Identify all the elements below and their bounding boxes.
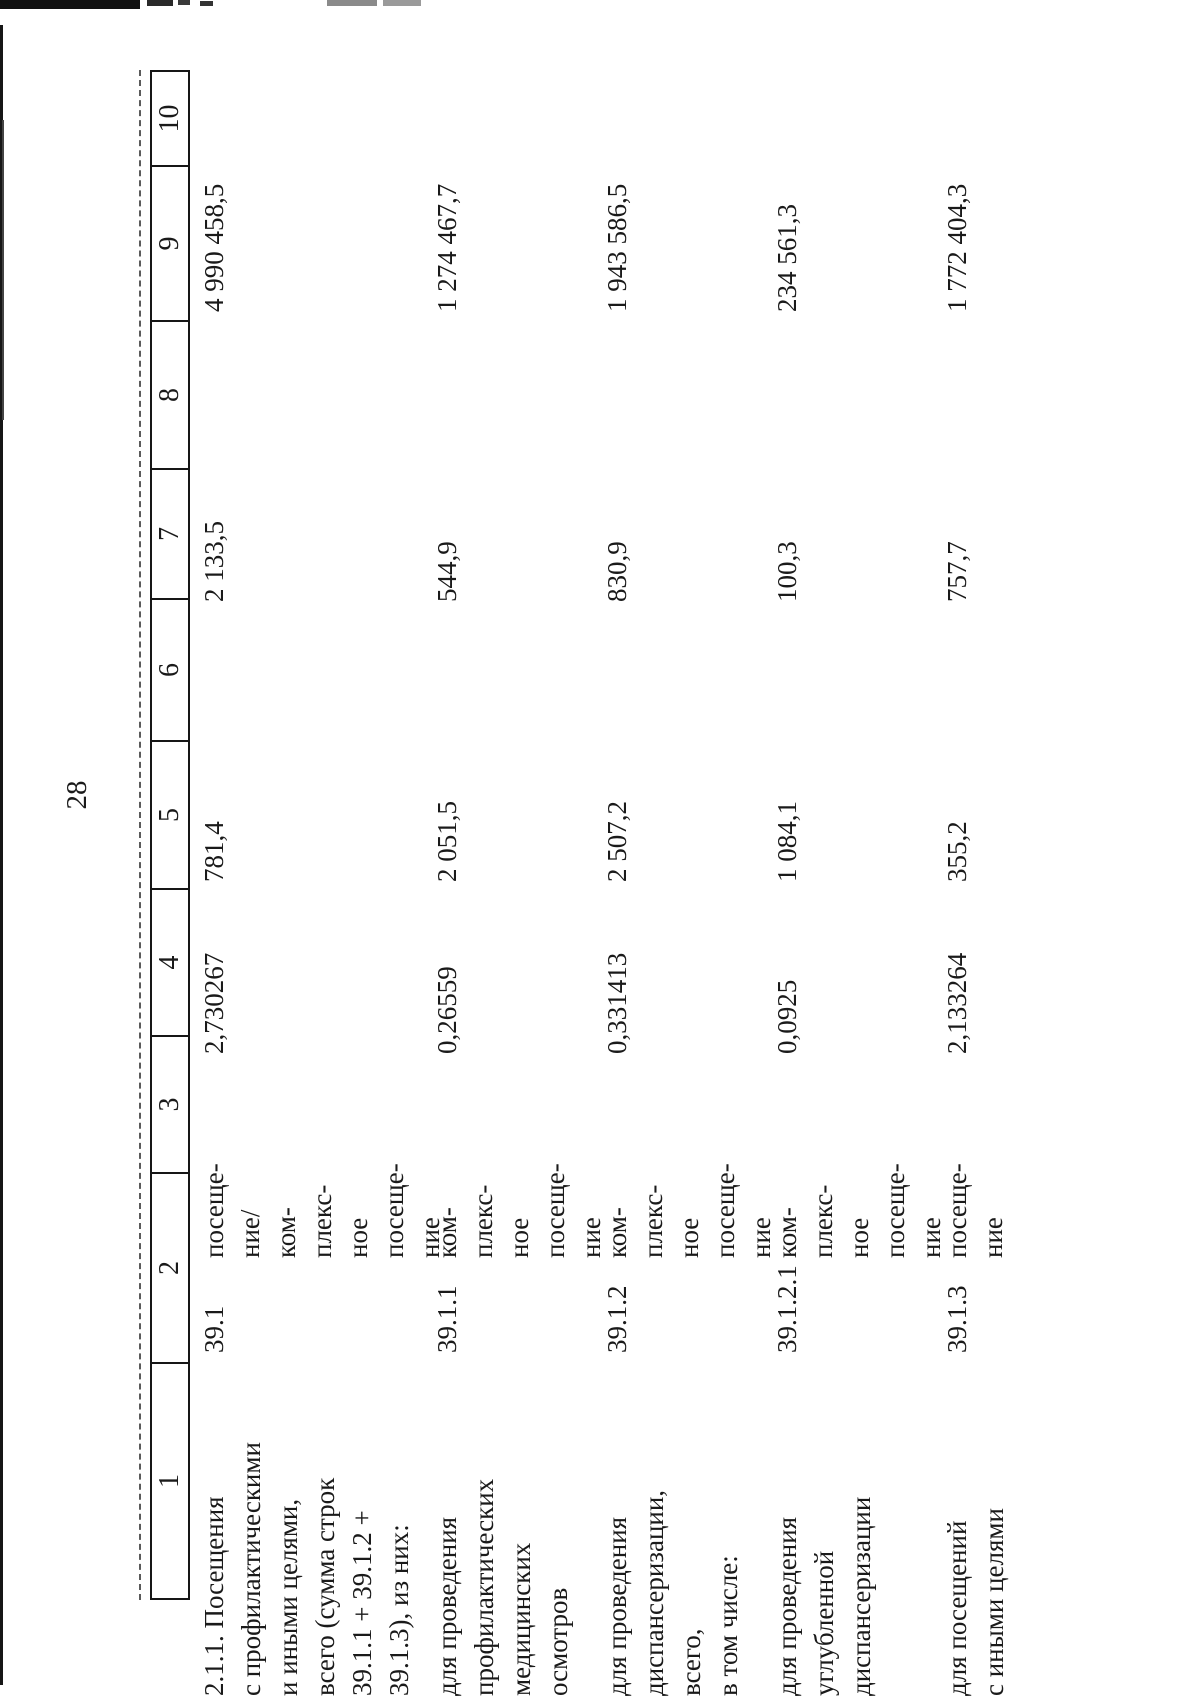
header-col-3: 3 bbox=[152, 1035, 188, 1172]
row-value-col4: 2,730267 bbox=[199, 952, 229, 1054]
row-value-col5: 2 051,5 bbox=[432, 801, 462, 882]
row-name: 2.1.1. Посещения с профилактическими и и… bbox=[199, 1442, 414, 1696]
row-code: 39.1 bbox=[199, 1305, 229, 1353]
header-col-2: 2 bbox=[152, 1172, 188, 1362]
row-name: для проведения профилактических медицинс… bbox=[432, 1478, 573, 1696]
header-col-1: 1 bbox=[152, 1362, 188, 1598]
row-value-col7: 544,9 bbox=[432, 541, 462, 602]
table-row: для посещений с иными целями 39.1.3 посе… bbox=[933, 70, 1093, 1700]
table-row: для проведения диспансеризации, всего, в… bbox=[593, 70, 776, 1700]
row-code: 39.1.2.1 bbox=[772, 1265, 802, 1353]
row-value-col9: 234 561,3 bbox=[772, 204, 802, 312]
header-col-10: 10 bbox=[154, 104, 185, 133]
header-col-5: 5 bbox=[152, 740, 188, 888]
row-unit: ком- плекс- ное посеще- ние bbox=[772, 1163, 946, 1258]
row-value-col9: 4 990 458,5 bbox=[199, 183, 229, 312]
row-value-col7: 2 133,5 bbox=[199, 521, 229, 602]
row-value-col7: 100,3 bbox=[772, 541, 802, 602]
row-unit: посеще- ние bbox=[942, 1163, 1008, 1258]
row-name: для проведения углубленной диспансеризац… bbox=[772, 1496, 876, 1696]
table-header-row: 1 2 3 4 5 6 7 8 9 10 bbox=[150, 70, 190, 1600]
row-name: для проведения диспансеризации, всего, в… bbox=[602, 1489, 743, 1696]
row-name: для посещений с иными целями bbox=[942, 1508, 1009, 1696]
row-value-col7: 830,9 bbox=[602, 541, 632, 602]
scan-artifact-top bbox=[383, 0, 421, 6]
row-unit: посеще- ние/ ком- плекс- ное посеще- ние bbox=[199, 1163, 445, 1258]
header-col-4: 4 bbox=[152, 888, 188, 1035]
row-unit: ком- плекс- ное посеще- ние bbox=[432, 1163, 606, 1258]
table-row: 2.1.1. Посещения с профилактическими и и… bbox=[190, 70, 445, 1700]
table-body: 2.1.1. Посещения с профилактическими и и… bbox=[190, 70, 1093, 1700]
page-number: 28 bbox=[60, 780, 93, 810]
row-value-col5: 2 507,2 bbox=[602, 801, 632, 882]
row-value-col9: 1 772 404,3 bbox=[942, 183, 972, 312]
scan-artifact-left-edge bbox=[2, 120, 4, 420]
header-col-9: 9 bbox=[152, 165, 188, 320]
table-row: для проведения углубленной диспансеризац… bbox=[763, 70, 946, 1700]
row-value-col5: 1 084,1 bbox=[772, 801, 802, 882]
scan-artifact-left-edge bbox=[0, 25, 3, 1685]
row-value-col7: 757,7 bbox=[942, 541, 972, 602]
row-value-col4: 0,0925 bbox=[772, 979, 802, 1054]
header-col-7: 7 bbox=[152, 468, 188, 598]
row-value-col9: 1 274 467,7 bbox=[432, 183, 462, 312]
row-value-col4: 0,331413 bbox=[602, 952, 632, 1054]
rotated-table: 1 2 3 4 5 6 7 8 9 10 2.1.1. Посещения с … bbox=[150, 70, 1100, 1700]
row-value-col4: 0,26559 bbox=[432, 966, 462, 1054]
scan-artifact-top bbox=[147, 0, 173, 6]
scan-artifact-top bbox=[0, 0, 140, 9]
row-unit: ком- плекс- ное посеще- ние bbox=[602, 1163, 776, 1258]
scan-artifact-top bbox=[327, 0, 377, 6]
row-value-col9: 1 943 586,5 bbox=[602, 183, 632, 312]
row-code: 39.1.3 bbox=[942, 1285, 972, 1354]
row-value-col4: 2,133264 bbox=[942, 952, 972, 1054]
scan-artifact-top bbox=[200, 1, 213, 6]
header-col-8: 8 bbox=[152, 320, 188, 468]
row-value-col5: 355,2 bbox=[942, 821, 972, 882]
row-code: 39.1.1 bbox=[432, 1285, 462, 1354]
header-col-6: 6 bbox=[152, 598, 188, 740]
row-value-col5: 781,4 bbox=[199, 821, 229, 882]
scan-artifact-top bbox=[178, 0, 190, 5]
table-row: для проведения профилактических медицинс… bbox=[423, 70, 606, 1700]
row-code: 39.1.2 bbox=[602, 1285, 632, 1354]
table-continued-edge-line bbox=[139, 70, 141, 1600]
